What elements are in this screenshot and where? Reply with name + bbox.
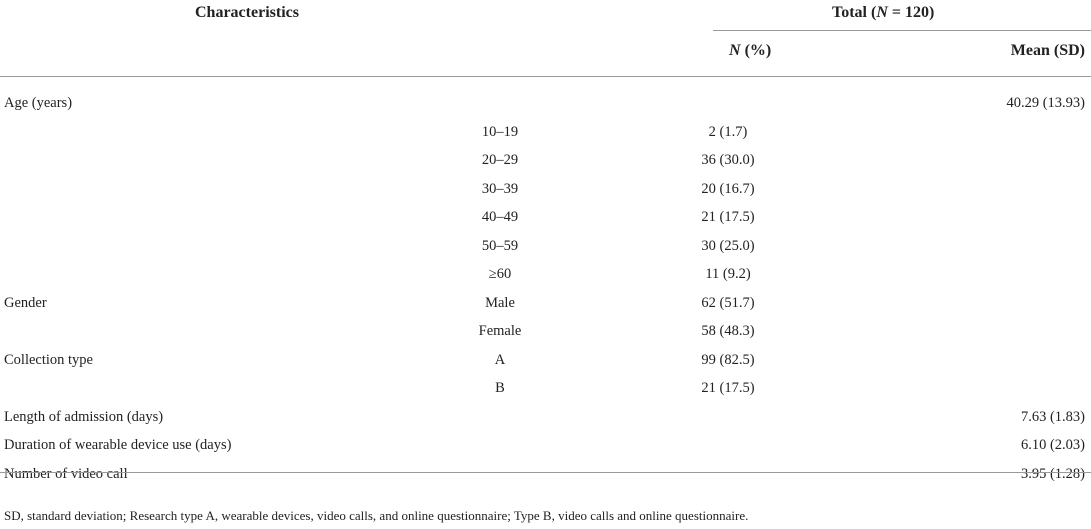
row-n-pct: 62 (51.7) bbox=[701, 294, 755, 311]
row-subcategory: 20–29 bbox=[481, 152, 519, 168]
header-rule bbox=[0, 76, 1091, 77]
table-footnote: SD, standard deviation; Research type A,… bbox=[4, 508, 749, 523]
row-subcategory: 10–19 bbox=[481, 123, 519, 140]
row-subcategory: A bbox=[494, 351, 506, 368]
row-label: Number of video call bbox=[4, 465, 128, 482]
header-total-suffix: = 120) bbox=[887, 4, 935, 21]
row-subcategory: B bbox=[495, 380, 505, 396]
row-n-pct: 11 (9.2) bbox=[705, 266, 751, 282]
table-row: 30–39 20 (16.7) bbox=[0, 181, 1091, 209]
table-row: B 21 (17.5) bbox=[0, 380, 1091, 408]
row-subcategory: Female bbox=[478, 323, 522, 339]
table-row: 20–29 36 (30.0) bbox=[0, 152, 1091, 180]
table-row: Gender Male 62 (51.7) bbox=[0, 295, 1091, 323]
row-mean-sd: 40.29 (13.93) bbox=[1006, 95, 1085, 111]
row-subcategory: 50–59 bbox=[481, 237, 519, 254]
row-subcategory: 30–39 bbox=[481, 180, 519, 197]
row-n-pct: 20 (16.7) bbox=[701, 180, 755, 197]
header-total-n: N bbox=[876, 4, 888, 21]
row-label: Length of admission (days) bbox=[4, 408, 164, 425]
row-n-pct: 58 (48.3) bbox=[701, 323, 755, 339]
header-n-pct-suffix: (%) bbox=[740, 42, 772, 59]
table-row: 50–59 30 (25.0) bbox=[0, 238, 1091, 266]
row-mean-sd: 7.63 (1.83) bbox=[1020, 408, 1085, 425]
table-row: Duration of wearable device use (days) 6.… bbox=[0, 437, 1091, 465]
row-label: Collection type bbox=[4, 351, 93, 368]
row-subcategory: 40–49 bbox=[481, 209, 519, 225]
table-row: Length of admission (days) 7.63 (1.83) bbox=[0, 409, 1091, 437]
row-subcategory: Male bbox=[485, 294, 515, 311]
row-subcategory: ≥60 bbox=[488, 266, 512, 282]
row-n-pct: 21 (17.5) bbox=[701, 209, 755, 225]
row-n-pct: 21 (17.5) bbox=[701, 380, 755, 396]
row-label: Duration of wearable device use (days) bbox=[4, 437, 232, 453]
row-n-pct: 99 (82.5) bbox=[701, 351, 755, 368]
table-bottom-rule bbox=[0, 472, 1091, 473]
header-n-pct-n: N bbox=[729, 42, 741, 59]
table-row: 10–19 2 (1.7) bbox=[0, 124, 1091, 152]
table-header-row-1: Characteristics Total (N = 120) bbox=[0, 0, 1091, 30]
header-total: Total (N = 120) bbox=[832, 4, 934, 22]
row-n-pct: 36 (30.0) bbox=[701, 152, 755, 168]
table-row: ≥60 11 (9.2) bbox=[0, 266, 1091, 294]
table-row: Number of video call 3.95 (1.28) bbox=[0, 466, 1091, 494]
row-mean-sd: 6.10 (2.03) bbox=[1020, 437, 1085, 453]
table-row: 40–49 21 (17.5) bbox=[0, 209, 1091, 237]
header-mean-sd: Mean (SD) bbox=[1010, 42, 1085, 59]
table-row: Age (years) 40.29 (13.93) bbox=[0, 95, 1091, 123]
header-characteristics: Characteristics bbox=[195, 4, 299, 21]
header-n-pct: N (%) bbox=[729, 42, 771, 60]
header-total-prefix: Total ( bbox=[832, 4, 877, 21]
row-n-pct: 30 (25.0) bbox=[701, 237, 755, 254]
row-n-pct: 2 (1.7) bbox=[708, 123, 748, 140]
row-mean-sd: 3.95 (1.28) bbox=[1020, 465, 1085, 482]
table-row: Collection type A 99 (82.5) bbox=[0, 352, 1091, 380]
row-label: Gender bbox=[4, 294, 47, 311]
header-subrule bbox=[713, 30, 1091, 31]
table-row: Female 58 (48.3) bbox=[0, 323, 1091, 351]
row-label: Age (years) bbox=[4, 95, 73, 111]
